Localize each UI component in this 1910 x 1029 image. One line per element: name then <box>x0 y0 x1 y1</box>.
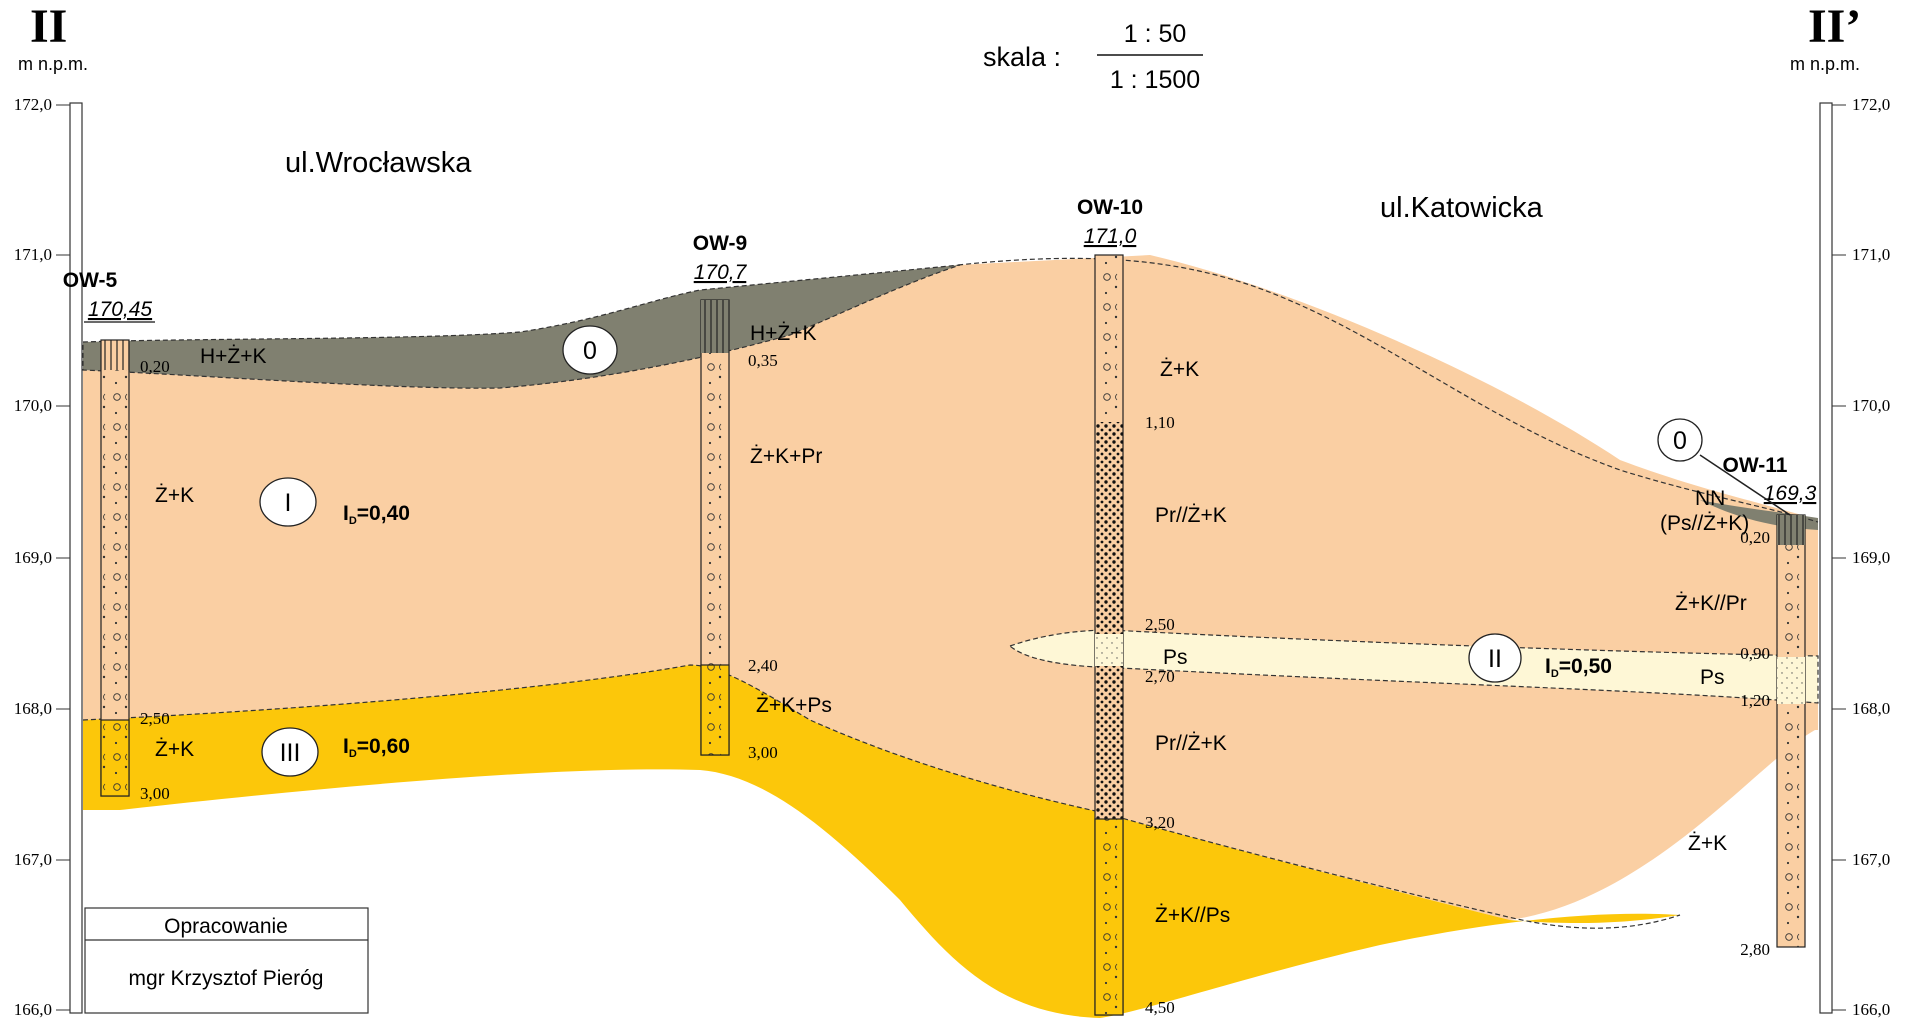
elev-tick-right-2: 171,0 <box>1852 245 1890 264</box>
depth-label: 2,50 <box>1145 615 1175 634</box>
depth-label: 0,35 <box>748 351 778 370</box>
soil-label: Ps <box>1163 646 1188 669</box>
soil-label: H+Ż+K <box>750 322 817 345</box>
soil-label: Pr//Ż+K <box>1155 504 1227 527</box>
depth-label: 1,10 <box>1145 413 1175 432</box>
density-index-II: ID=0,50 <box>1545 655 1612 680</box>
density-index-I: ID=0,40 <box>343 502 410 527</box>
layer-I-fill <box>83 255 1818 920</box>
depth-label: 0,90 <box>1740 644 1770 663</box>
soil-label: Ż+K <box>1688 832 1727 855</box>
depth-label: 0,20 <box>140 357 170 376</box>
elev-tick-left-1: 172,0 <box>14 95 52 114</box>
svg-text:0: 0 <box>583 337 597 365</box>
depth-label: 4,50 <box>1145 998 1175 1017</box>
elev-tick-left-7: 166,0 <box>14 1000 52 1019</box>
marker-layer-0-right: 0 <box>1657 418 1791 516</box>
credits-author: mgr Krzysztof Pieróg <box>129 967 324 990</box>
borehole-name: OW-11 <box>1723 454 1788 477</box>
unit-label-left: m n.p.m. <box>18 54 88 74</box>
section-header: II m n.p.m. II’ m n.p.m. skala : 1 : 50 … <box>18 0 1861 94</box>
soil-label: Ż+K+Ps <box>756 694 832 717</box>
borehole-ow9: OW-9 170,7 0,35 2,40 3,00 H+Ż+K Ż+K+Pr Ż… <box>693 232 832 762</box>
depth-label: 2,40 <box>748 656 778 675</box>
elev-tick-left-4: 169,0 <box>14 548 52 567</box>
section-id-right: II’ <box>1808 0 1861 53</box>
section-id-left: II <box>30 0 67 53</box>
borehole-name: OW-5 <box>63 269 118 292</box>
soil-label: Ż+K//Pr <box>1675 592 1747 615</box>
layer-III-fill <box>83 665 1680 1018</box>
depth-label: 2,50 <box>140 709 170 728</box>
street-left: ul.Wrocławska <box>285 147 472 179</box>
depth-label: 1,20 <box>1740 691 1770 710</box>
depth-label: 3,00 <box>748 743 778 762</box>
borehole-name: OW-9 <box>693 232 747 255</box>
svg-text:II: II <box>1488 645 1502 673</box>
topsoil-left-fill <box>82 264 961 389</box>
depth-label: 3,00 <box>140 784 170 803</box>
borehole-elevation: 170,45 <box>88 298 153 321</box>
elev-tick-right-5: 168,0 <box>1852 699 1890 718</box>
borehole-ow10: OW-10 171,0 1,10 2,50 2,70 3,20 4,50 Ż+K… <box>1077 196 1230 1017</box>
borehole-elevation: 171,0 <box>1084 225 1137 248</box>
credits-box: Opracowanie mgr Krzysztof Pieróg <box>84 907 369 1014</box>
elev-tick-left-2: 171,0 <box>14 245 52 264</box>
scale-vertical: 1 : 50 <box>1124 20 1187 48</box>
elev-tick-right-6: 167,0 <box>1852 850 1890 869</box>
svg-text:0: 0 <box>1673 427 1687 455</box>
borehole-ow11: OW-11 169,3 0,20 0,90 1,20 2,80 NN (Ps//… <box>1660 454 1817 959</box>
marker-layer-0-left: 0 <box>562 325 618 375</box>
marker-layer-II: II <box>1468 633 1522 683</box>
borehole-name: OW-10 <box>1077 196 1143 219</box>
left-elevation-ruler: 172,0 171,0 170,0 169,0 168,0 167,0 166,… <box>14 95 83 1019</box>
marker-layer-III: III <box>261 727 319 777</box>
depth-label: 0,20 <box>1740 528 1770 547</box>
soil-label: Ż+K <box>1160 358 1199 381</box>
soil-label: H+Ż+K <box>200 345 267 368</box>
depth-label: 2,70 <box>1145 667 1175 686</box>
scale-horizontal: 1 : 1500 <box>1110 66 1200 94</box>
scale-label: skala : <box>983 42 1061 72</box>
layer-fills <box>82 255 1819 1018</box>
soil-label: Ż+K+Pr <box>750 445 822 468</box>
soil-label: Ps <box>1700 666 1725 689</box>
elev-tick-right-7: 166,0 <box>1852 1000 1890 1019</box>
elev-tick-left-3: 170,0 <box>14 396 52 415</box>
elev-tick-left-6: 167,0 <box>14 850 52 869</box>
credits-title: Opracowanie <box>164 915 288 938</box>
soil-label: (Ps//Ż+K) <box>1660 512 1749 535</box>
soil-label: Ż+K <box>155 738 194 761</box>
elev-tick-right-4: 169,0 <box>1852 548 1890 567</box>
elev-tick-left-5: 168,0 <box>14 699 52 718</box>
svg-text:III: III <box>280 739 301 767</box>
layer-boundaries <box>82 257 1819 929</box>
soil-label: NN <box>1695 487 1725 510</box>
depth-label: 2,80 <box>1740 940 1770 959</box>
right-elevation-ruler: 172,0 171,0 170,0 169,0 168,0 167,0 166,… <box>1819 95 1890 1019</box>
elev-tick-right-3: 170,0 <box>1852 396 1890 415</box>
layer-markers: 0 0 I ID=0,40 II ID=0,50 III ID=0,60 <box>259 325 1791 777</box>
soil-label: Ż+K//Ps <box>1155 904 1230 927</box>
soil-label: Ż+K <box>155 484 194 507</box>
svg-text:I: I <box>285 489 292 517</box>
borehole-ow5: OW-5 170,45 0,20 2,50 3,00 H+Ż+K Ż+K Ż+K <box>63 269 267 803</box>
density-index-III: ID=0,60 <box>343 735 410 760</box>
marker-layer-I: I <box>259 477 317 527</box>
unit-label-right: m n.p.m. <box>1790 54 1860 74</box>
borehole-elevation: 169,3 <box>1764 482 1817 505</box>
soil-label: Pr//Ż+K <box>1155 732 1227 755</box>
elev-tick-right-1: 172,0 <box>1852 95 1890 114</box>
street-right: ul.Katowicka <box>1380 192 1544 224</box>
borehole-elevation: 170,7 <box>694 261 748 284</box>
depth-label: 3,20 <box>1145 813 1175 832</box>
